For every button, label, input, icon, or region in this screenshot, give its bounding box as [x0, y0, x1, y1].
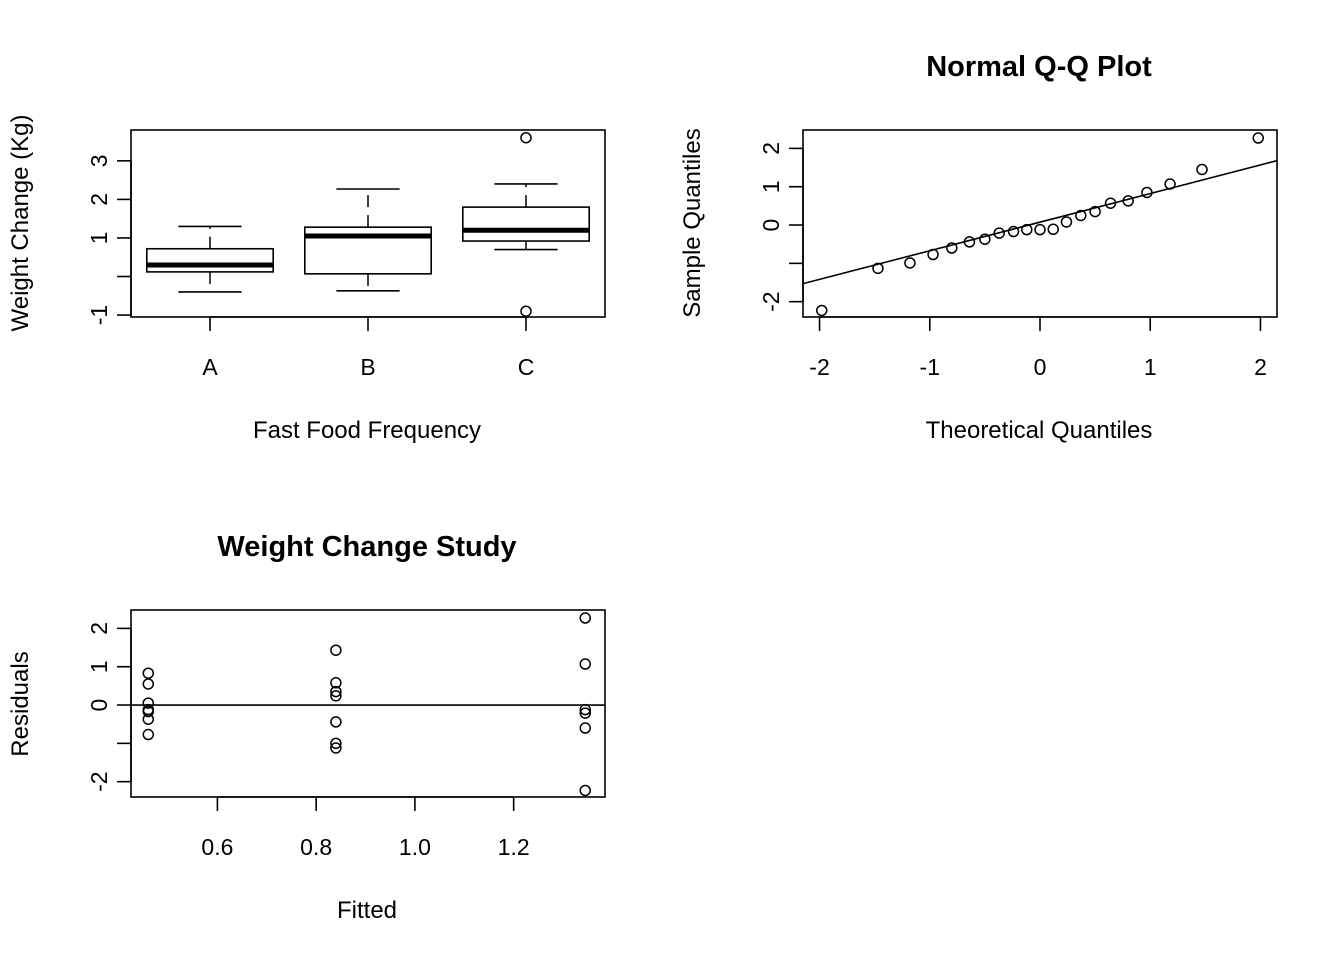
qq-point [963, 236, 976, 248]
qq-point [1104, 197, 1117, 209]
qq-x-tick-label: 2 [1254, 354, 1267, 380]
boxplot-x-tick-label: C [518, 354, 535, 380]
qq-point [1164, 178, 1176, 190]
qq-point [1021, 223, 1033, 236]
residuals-plot-frame [130, 609, 606, 798]
qq-y-tick-label: 0 [758, 219, 784, 232]
residuals-y-tick-label: 0 [86, 699, 112, 712]
boxplot-y-tick-label: 3 [86, 154, 112, 167]
qq-point [1034, 223, 1046, 236]
qq-point [815, 304, 828, 317]
residual-point [330, 737, 342, 750]
qq-point [1196, 163, 1208, 176]
boxplot-x-tick-label: A [202, 354, 218, 380]
qq-point [1089, 205, 1101, 218]
residual-point [142, 713, 155, 725]
qq-plot-frame [802, 129, 1278, 318]
residuals-y-axis-label: Residuals [7, 651, 34, 756]
boxplot-plot-area: -1 1 2 3 A B C [86, 129, 606, 380]
residual-point [579, 703, 591, 716]
boxplot-y-tick-label: 1 [86, 232, 112, 245]
box-outlier-point [520, 131, 532, 144]
residuals-x-tick-label: 0.6 [201, 834, 233, 860]
residual-point [142, 678, 155, 690]
residuals-panel: Weight Change Study Fitted Residuals -2 0… [7, 531, 606, 924]
qq-point [1141, 186, 1153, 199]
qq-point [872, 262, 884, 275]
residual-point [330, 690, 342, 702]
boxplot-x-axis-label: Fast Food Frequency [253, 417, 481, 444]
residual-point [579, 722, 591, 734]
qq-x-tick-label: 1 [1144, 354, 1157, 380]
residual-point [142, 728, 155, 741]
qq-y-tick-label: -2 [758, 291, 784, 311]
residual-point [579, 784, 591, 797]
residuals-title: Weight Change Study [217, 531, 516, 563]
qq-y-tick-label: 1 [758, 180, 784, 193]
residuals-x-tick-label: 1.2 [498, 834, 530, 860]
residual-point [330, 716, 342, 728]
qq-y-axis-label: Sample Quantiles [679, 128, 706, 317]
residual-point [579, 707, 591, 719]
residual-point [330, 644, 342, 656]
residual-point [579, 658, 591, 670]
box-iqr-C [461, 206, 590, 242]
boxplot-y-tick-label: -1 [86, 305, 112, 325]
residuals-x-tick-label: 1.0 [399, 834, 431, 860]
qq-point [946, 242, 958, 254]
qq-reference-line [803, 159, 1277, 285]
boxplot-y-axis-label: Weight Change (Kg) [7, 114, 34, 331]
residuals-y-tick-label: -2 [86, 771, 112, 791]
qq-point [1122, 195, 1134, 207]
residuals-plot-area: -2 0 1 2 0.6 0.8 1.0 1.2 [86, 609, 606, 860]
residual-point [330, 677, 342, 689]
boxplot-y-tick-label: 2 [86, 193, 112, 206]
residuals-y-tick-label: 2 [86, 622, 112, 635]
residual-point [142, 705, 155, 718]
qq-point [1060, 216, 1073, 228]
residual-point [330, 742, 342, 754]
box-outlier-point [520, 305, 532, 317]
residuals-y-tick-label: 1 [86, 660, 112, 673]
qq-x-axis-label: Theoretical Quantiles [926, 417, 1153, 444]
qq-point [927, 248, 939, 261]
residual-point [330, 685, 342, 698]
residual-point [579, 612, 591, 624]
qq-panel: Normal Q-Q Plot Theoretical Quantiles Sa… [679, 51, 1278, 444]
qq-y-tick-label: 2 [758, 142, 784, 155]
qq-point [979, 233, 991, 245]
residuals-x-axis-label: Fitted [337, 897, 397, 924]
qq-point [1252, 132, 1265, 144]
qq-point [1075, 209, 1087, 222]
qq-point [993, 227, 1005, 239]
residual-point [142, 667, 155, 679]
qq-title: Normal Q-Q Plot [926, 51, 1152, 83]
qq-x-tick-label: -2 [809, 354, 829, 380]
boxplot-panel: Fast Food Frequency Weight Change (Kg) -… [7, 114, 606, 444]
qq-point [1007, 225, 1020, 238]
residual-point [142, 697, 155, 709]
residuals-x-tick-label: 0.8 [300, 834, 332, 860]
boxplot-x-tick-label: B [360, 354, 375, 380]
qq-x-tick-label: 0 [1034, 354, 1047, 380]
box-iqr-A [146, 247, 275, 273]
qq-point [904, 257, 916, 269]
qq-x-tick-label: -1 [920, 354, 940, 380]
qq-point [1047, 223, 1059, 235]
qq-plot-area: -2 0 1 2 -2 -1 0 1 2 [758, 129, 1278, 380]
